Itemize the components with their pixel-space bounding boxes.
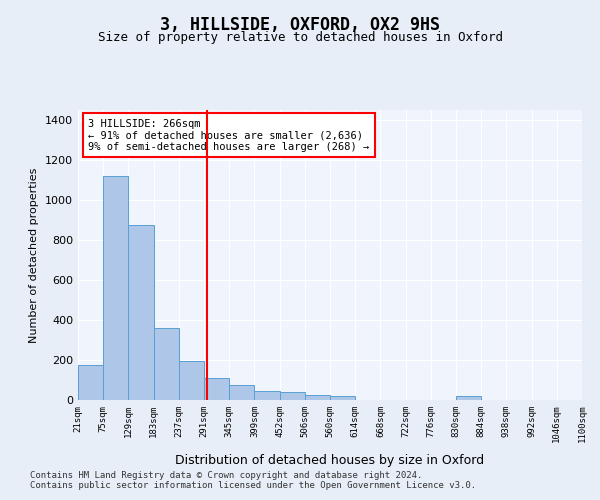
Bar	[103, 176, 128, 400]
Bar	[78, 365, 103, 400]
Bar	[229, 385, 254, 400]
Bar	[330, 396, 355, 400]
Text: Size of property relative to detached houses in Oxford: Size of property relative to detached ho…	[97, 31, 503, 44]
Bar	[204, 378, 229, 400]
Bar	[128, 225, 154, 400]
Bar	[280, 392, 305, 400]
Text: 3 HILLSIDE: 266sqm
← 91% of detached houses are smaller (2,636)
9% of semi-detac: 3 HILLSIDE: 266sqm ← 91% of detached hou…	[88, 118, 370, 152]
Bar	[254, 391, 280, 400]
X-axis label: Distribution of detached houses by size in Oxford: Distribution of detached houses by size …	[175, 454, 485, 466]
Bar	[456, 396, 481, 400]
Y-axis label: Number of detached properties: Number of detached properties	[29, 168, 40, 342]
Text: Contains HM Land Registry data © Crown copyright and database right 2024.
Contai: Contains HM Land Registry data © Crown c…	[30, 470, 476, 490]
Bar	[305, 395, 330, 400]
Bar	[179, 361, 204, 400]
Text: 3, HILLSIDE, OXFORD, OX2 9HS: 3, HILLSIDE, OXFORD, OX2 9HS	[160, 16, 440, 34]
Bar	[154, 328, 179, 400]
